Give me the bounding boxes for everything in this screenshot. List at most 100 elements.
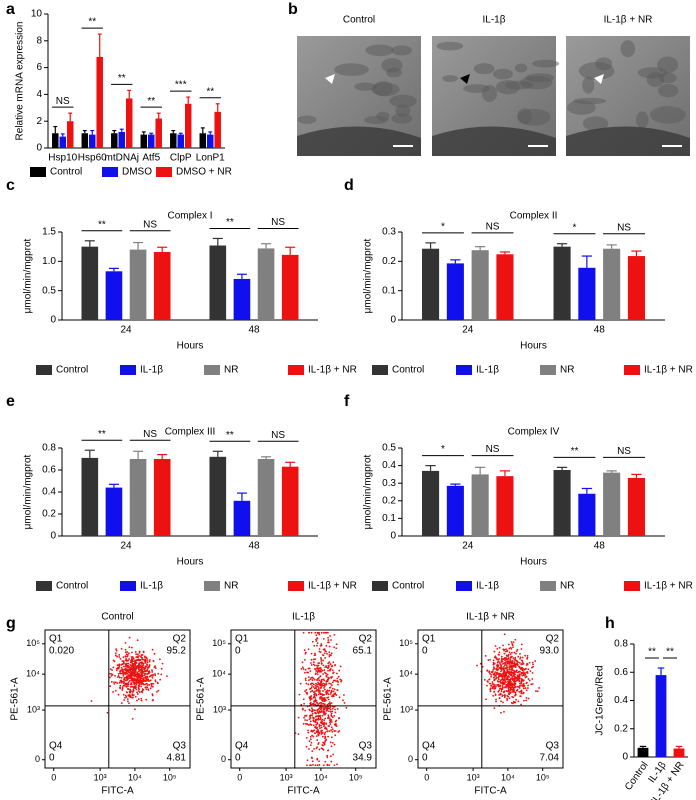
event-dot (495, 657, 498, 659)
event-dot (336, 763, 338, 766)
event-dot (328, 707, 331, 710)
event-dot (314, 764, 317, 767)
event-dot (510, 677, 512, 679)
event-dot (126, 678, 129, 681)
event-dot (531, 661, 534, 664)
event-dot (323, 707, 325, 710)
event-dot (317, 687, 320, 689)
event-dot (135, 659, 138, 662)
event-dot (319, 696, 321, 699)
event-dot (520, 703, 523, 706)
event-dot (325, 681, 328, 683)
event-dot (332, 753, 334, 756)
event-dot (131, 655, 134, 658)
event-dot (522, 682, 525, 685)
panel-label: c (6, 177, 15, 194)
event-dot (303, 649, 306, 652)
quadrant-value: 0 (235, 646, 241, 657)
event-dot (122, 662, 125, 665)
organelle (635, 111, 649, 129)
event-dot (147, 670, 150, 673)
bar (627, 256, 645, 320)
event-dot (322, 684, 324, 687)
event-dot (488, 670, 491, 673)
organelle (297, 115, 317, 124)
event-dot (520, 682, 522, 685)
event-dot (129, 688, 131, 691)
event-dot (115, 669, 118, 672)
event-dot (136, 680, 139, 683)
event-dot (312, 709, 314, 711)
organelle (582, 116, 609, 131)
event-dot (492, 695, 495, 697)
event-dot (336, 677, 339, 680)
event-dot (311, 640, 314, 643)
event-dot (329, 706, 332, 709)
event-dot (318, 731, 321, 734)
event-dot (494, 645, 497, 647)
event-dot (131, 673, 134, 676)
event-dot (129, 686, 132, 688)
event-dot (118, 676, 121, 679)
event-dot (329, 663, 332, 666)
event-dot (535, 690, 537, 692)
event-dot (321, 735, 324, 738)
event-dot (497, 660, 500, 663)
event-dot (314, 658, 317, 661)
event-dot (134, 674, 136, 677)
event-dot (320, 679, 323, 682)
event-dot (317, 715, 320, 718)
event-dot (324, 666, 327, 669)
event-dot (303, 658, 306, 661)
bar (52, 133, 59, 148)
event-dot (131, 691, 134, 693)
event-dot (123, 677, 126, 679)
event-dot (318, 648, 321, 650)
nucleus-edge (297, 126, 421, 156)
event-dot (511, 672, 514, 674)
event-dot (520, 643, 523, 646)
event-dot (330, 677, 333, 679)
event-dot (476, 664, 478, 667)
event-dot (314, 668, 317, 671)
event-dot (119, 670, 122, 673)
bar (553, 246, 571, 320)
bar (603, 472, 621, 536)
event-dot (320, 657, 322, 659)
event-dot (521, 659, 524, 662)
event-dot (114, 652, 117, 655)
significance-label: ** (206, 86, 214, 97)
x-tick-label: Hsp10 (48, 153, 77, 164)
event-dot (126, 653, 129, 656)
event-dot (327, 702, 330, 705)
event-dot (310, 695, 313, 697)
event-dot (329, 710, 332, 713)
bar (233, 278, 251, 320)
bar (209, 245, 227, 320)
bar (170, 133, 177, 148)
event-dot (320, 658, 323, 661)
event-dot (109, 685, 112, 688)
event-dot (149, 658, 151, 661)
event-dot (314, 684, 317, 687)
bar (422, 248, 440, 320)
organelle (515, 63, 528, 73)
event-dot (314, 682, 317, 685)
event-dot (479, 662, 482, 665)
event-dot (317, 743, 320, 745)
bar (81, 457, 99, 536)
organelle (532, 59, 560, 68)
event-dot (309, 687, 312, 690)
event-dot (518, 673, 521, 676)
event-dot (127, 685, 130, 688)
event-dot (309, 720, 312, 723)
event-dot (321, 669, 324, 672)
quadrant-name: Q2 (173, 634, 187, 645)
event-dot (138, 680, 140, 683)
event-dot (320, 731, 323, 734)
event-dot (144, 658, 147, 661)
event-dot (517, 655, 520, 658)
legend-swatch (204, 581, 220, 591)
event-dot (313, 678, 316, 681)
event-dot (328, 654, 331, 656)
